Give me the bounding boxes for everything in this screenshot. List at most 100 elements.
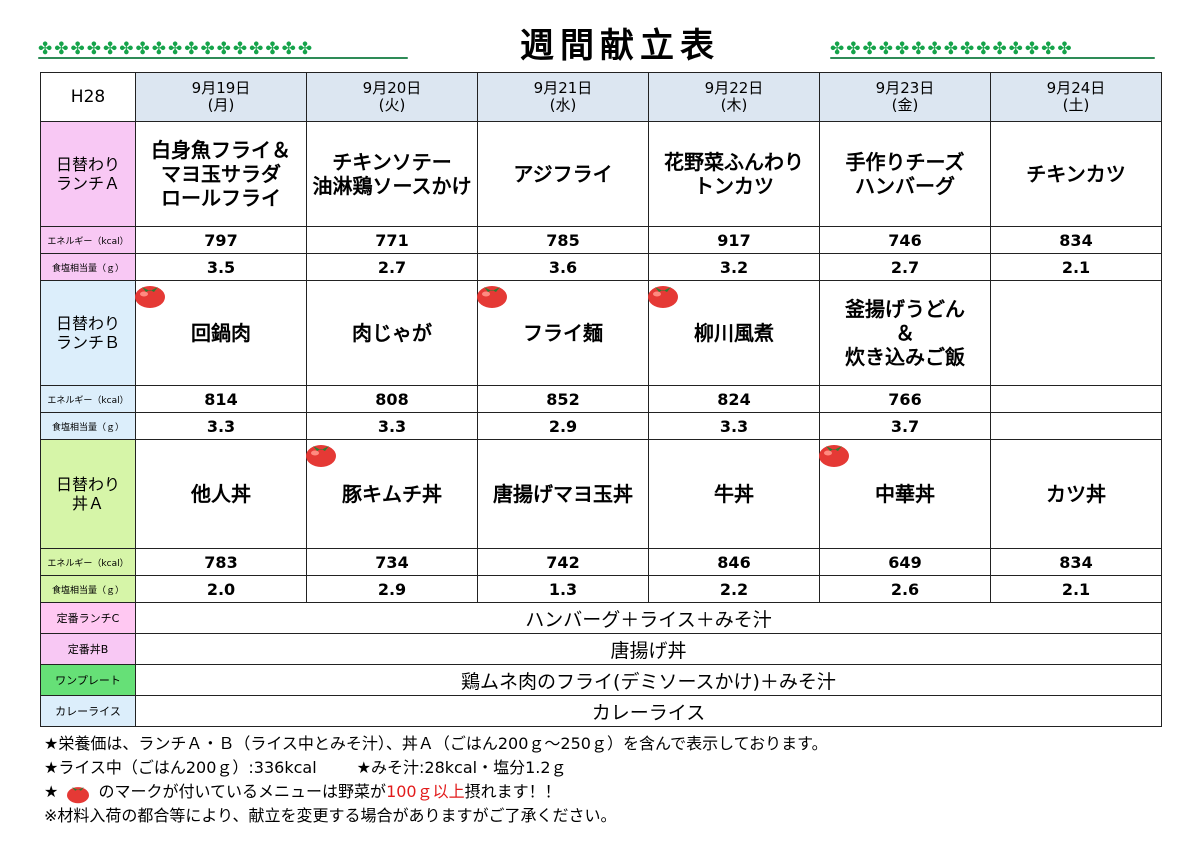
dish-cell: アジフライ [477, 121, 649, 227]
dish-cell: フライ麺 [477, 280, 649, 386]
dish-cell: 中華丼 [819, 439, 991, 549]
energy-value: 771 [306, 226, 478, 254]
day-date: 9月20日 [362, 79, 422, 97]
salt-value: 2.1 [990, 575, 1162, 603]
salt-value: 2.2 [648, 575, 820, 603]
salt-value: 2.9 [306, 575, 478, 603]
day-header: 9月24日 (土) [990, 72, 1162, 122]
salt-value: 3.3 [648, 412, 820, 440]
salt-value: 3.5 [135, 253, 307, 281]
day-weekday: (金) [891, 96, 919, 114]
fixed-menu-label: 定番ランチC [40, 602, 136, 634]
energy-label: エネルギー（kcal） [40, 385, 136, 413]
fixed-menu-row: カレーライス カレーライス [40, 695, 1162, 727]
day-weekday: (月) [207, 96, 235, 114]
notes: ★栄養価は、ランチＡ・Ｂ（ライス中とみそ汁）、丼Ａ（ごはん200ｇ～250ｇ）を… [44, 732, 828, 828]
energy-value: 834 [990, 226, 1162, 254]
energy-value: 824 [648, 385, 820, 413]
day-weekday: (水) [549, 96, 577, 114]
salt-value: 3.2 [648, 253, 820, 281]
salt-value: 2.0 [135, 575, 307, 603]
tomato-icon [306, 445, 336, 467]
lunch-b-energy-row: エネルギー（kcal） 814 808 852 824 766 [40, 385, 1162, 413]
year-label: H28 [40, 72, 136, 122]
energy-value: 808 [306, 385, 478, 413]
dish-cell: 豚キムチ丼 [306, 439, 478, 549]
fixed-menu-row: ワンプレート 鶏ムネ肉のフライ(デミソースかけ)＋みそ汁 [40, 664, 1162, 696]
dish-cell: チキンカツ [990, 121, 1162, 227]
fixed-menu-value: カレーライス [135, 695, 1162, 727]
note-nutrition: ★栄養価は、ランチＡ・Ｂ（ライス中とみそ汁）、丼Ａ（ごはん200ｇ～250ｇ）を… [44, 734, 828, 753]
dish-cell: 肉じゃが [306, 280, 478, 386]
day-header: 9月21日 (水) [477, 72, 649, 122]
dish-cell: 他人丼 [135, 439, 307, 549]
tomato-icon [477, 286, 507, 308]
fixed-menu-label: ワンプレート [40, 664, 136, 696]
clover-icon-row-right: ✤✤✤✤✤✤✤✤✤✤✤✤✤✤✤ [830, 38, 1155, 60]
day-date: 9月21日 [533, 79, 593, 97]
day-date: 9月19日 [191, 79, 251, 97]
tomato-icon [819, 445, 849, 467]
lunch-b-salt-row: 食塩相当量（ｇ） 3.3 3.3 2.9 3.3 3.7 [40, 412, 1162, 440]
energy-label: エネルギー（kcal） [40, 226, 136, 254]
fixed-menu-value: 唐揚げ丼 [135, 633, 1162, 665]
dish-cell [990, 280, 1162, 386]
fixed-menu-row: 定番丼B 唐揚げ丼 [40, 633, 1162, 665]
day-date: 9月23日 [875, 79, 935, 97]
lunch-a-dish-row: 日替わり ランチＡ 白身魚フライ＆ マヨ玉サラダ ロールフライ チキンソテー 油淋鶏ソースか… [40, 121, 1162, 227]
clover-icon-row-left: ✤✤✤✤✤✤✤✤✤✤✤✤✤✤✤✤✤ [38, 38, 408, 60]
energy-value: 797 [135, 226, 307, 254]
energy-value: 785 [477, 226, 649, 254]
day-header: 9月19日 (月) [135, 72, 307, 122]
don-a-dish-row: 日替わり 丼Ａ 他人丼 豚キムチ丼 唐揚げマヨ玉丼 牛丼 中華丼 カツ丼 [40, 439, 1162, 549]
day-weekday: (土) [1062, 96, 1090, 114]
salt-value: 2.1 [990, 253, 1162, 281]
note-disclaimer: ※材料入荷の都合等により、献立を変更する場合がありますがご了承ください。 [44, 806, 617, 825]
don-a-energy-row: エネルギー（kcal） 783 734 742 846 649 834 [40, 548, 1162, 576]
fixed-menu-row: 定番ランチC ハンバーグ＋ライス＋みそ汁 [40, 602, 1162, 634]
don-a-category: 日替わり 丼Ａ [40, 439, 136, 549]
day-weekday: (火) [378, 96, 406, 114]
energy-value: 742 [477, 548, 649, 576]
tomato-icon [135, 286, 165, 308]
page-title: 週間献立表 [520, 26, 720, 66]
dish-cell: 手作りチーズ ハンバーグ [819, 121, 991, 227]
salt-value: 3.6 [477, 253, 649, 281]
energy-value: 917 [648, 226, 820, 254]
energy-value [990, 385, 1162, 413]
salt-label: 食塩相当量（ｇ） [40, 575, 136, 603]
dish-cell: 牛丼 [648, 439, 820, 549]
tomato-icon [648, 286, 678, 308]
dish-cell: カツ丼 [990, 439, 1162, 549]
salt-value: 3.7 [819, 412, 991, 440]
fixed-menu-value: ハンバーグ＋ライス＋みそ汁 [135, 602, 1162, 634]
dish-cell: 柳川風煮 [648, 280, 820, 386]
day-date: 9月24日 [1046, 79, 1106, 97]
day-date: 9月22日 [704, 79, 764, 97]
don-a-salt-row: 食塩相当量（ｇ） 2.0 2.9 1.3 2.2 2.6 2.1 [40, 575, 1162, 603]
salt-value [990, 412, 1162, 440]
note-tomato: ★ のマークが付いているメニューは野菜が100ｇ以上摂れます！！ [44, 780, 828, 804]
energy-value: 649 [819, 548, 991, 576]
salt-value: 2.7 [306, 253, 478, 281]
salt-value: 1.3 [477, 575, 649, 603]
dish-cell: チキンソテー 油淋鶏ソースかけ [306, 121, 478, 227]
salt-value: 2.7 [819, 253, 991, 281]
energy-value: 746 [819, 226, 991, 254]
lunch-a-salt-row: 食塩相当量（ｇ） 3.5 2.7 3.6 3.2 2.7 2.1 [40, 253, 1162, 281]
dish-cell: 唐揚げマヨ玉丼 [477, 439, 649, 549]
energy-value: 783 [135, 548, 307, 576]
salt-label: 食塩相当量（ｇ） [40, 253, 136, 281]
energy-value: 766 [819, 385, 991, 413]
energy-value: 846 [648, 548, 820, 576]
fixed-menu-label: 定番丼B [40, 633, 136, 665]
dish-cell: 回鍋肉 [135, 280, 307, 386]
weekly-menu-table: H28 9月19日 (月) 9月20日 (火) 9月21日 (水) 9月22日 (木) 9月23日… [40, 72, 1162, 727]
salt-value: 2.6 [819, 575, 991, 603]
salt-label: 食塩相当量（ｇ） [40, 412, 136, 440]
energy-value: 834 [990, 548, 1162, 576]
fixed-menu-label: カレーライス [40, 695, 136, 727]
salt-value: 2.9 [477, 412, 649, 440]
note-rice-miso: ★ライス中（ごはん200ｇ）:336kcal ★みそ汁:28kcal・塩分1.2ｇ [44, 758, 567, 777]
energy-value: 814 [135, 385, 307, 413]
